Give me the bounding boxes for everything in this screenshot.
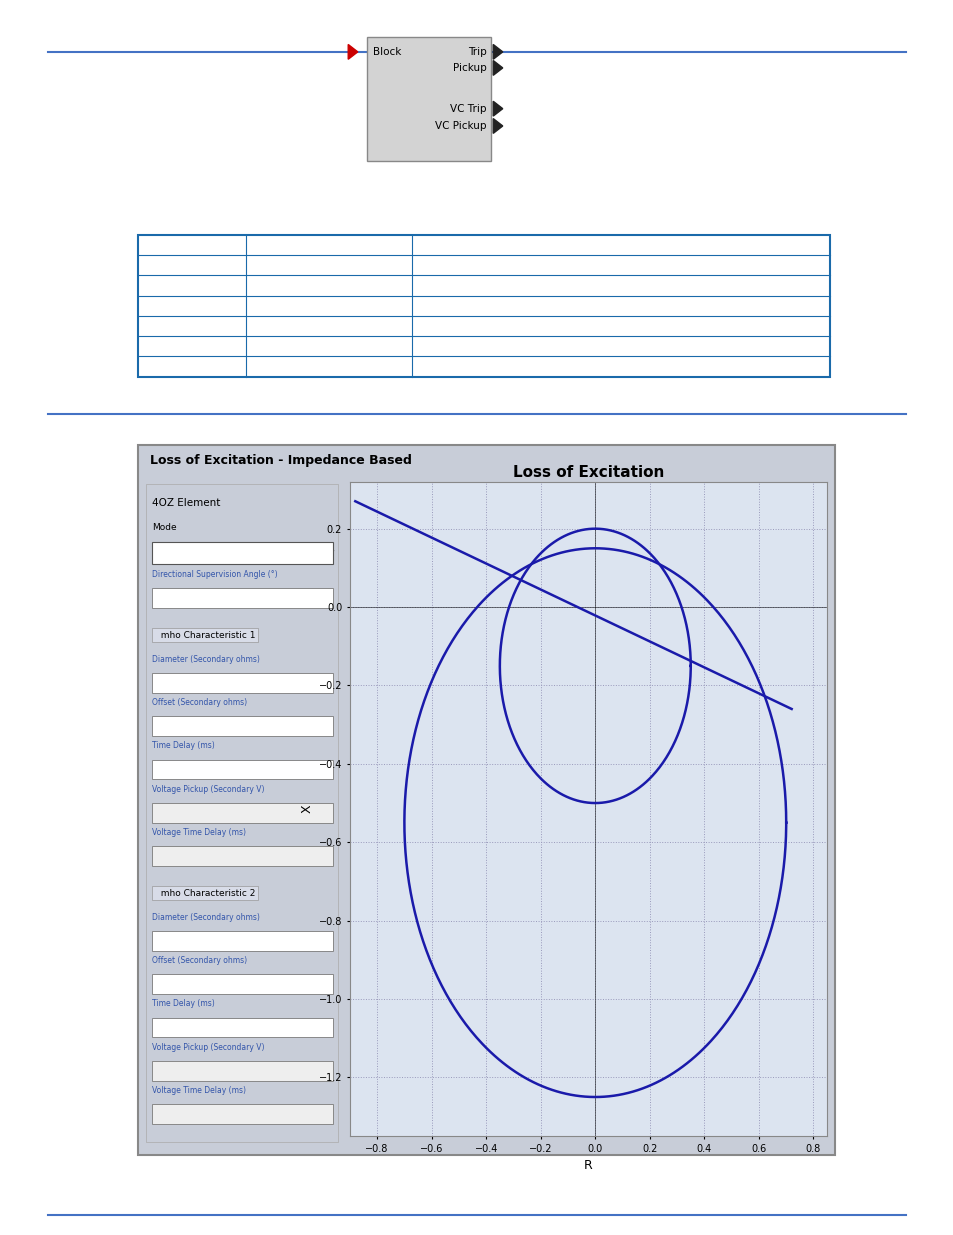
Bar [152,1104,333,1124]
Text: Trip: Trip [467,47,486,57]
Polygon shape [493,119,502,133]
Text: Non Voltage Control: Non Voltage Control [153,548,230,558]
Bar [152,760,333,779]
Text: 0: 0 [154,764,160,774]
Text: VC Pickup: VC Pickup [435,121,486,131]
Text: Directional Supervision Angle (°): Directional Supervision Angle (°) [152,569,277,579]
Text: 0: 0 [154,1109,160,1119]
Bar [152,588,333,608]
Text: mho Characteristic 1: mho Characteristic 1 [154,631,254,640]
X-axis label: R: R [583,1160,592,1172]
Bar [152,846,333,866]
Y-axis label: X: X [300,805,313,813]
Text: -15.0: -15.0 [154,593,175,603]
Text: 1.1: 1.1 [154,979,168,989]
Bar [367,37,491,161]
Text: Loss of Excitation - Impedance Based: Loss of Excitation - Impedance Based [150,454,412,467]
Text: Block: Block [373,47,401,57]
Polygon shape [493,101,502,116]
Text: Offset (Secondary ohms): Offset (Secondary ohms) [152,698,247,708]
Text: VC Trip: VC Trip [450,104,486,114]
Text: Voltage Time Delay (ms): Voltage Time Delay (ms) [152,1086,246,1095]
Text: 1.0: 1.0 [154,678,168,688]
Text: 4OZ Element: 4OZ Element [152,499,220,509]
Bar [146,484,338,1142]
Polygon shape [348,44,357,59]
Text: Voltage Pickup (Secondary V): Voltage Pickup (Secondary V) [152,1042,264,1052]
Text: 0: 0 [154,1023,160,1032]
Bar [152,542,333,564]
Bar [138,235,829,377]
Text: 0: 0 [154,851,160,861]
Text: Voltage Time Delay (ms): Voltage Time Delay (ms) [152,827,246,837]
Title: Loss of Excitation: Loss of Excitation [513,466,663,480]
Text: mho Characteristic 2: mho Characteristic 2 [154,889,254,898]
Text: Voltage Pickup (Secondary V): Voltage Pickup (Secondary V) [152,784,264,794]
Text: 0: 0 [154,1066,160,1076]
Bar [152,1018,333,1037]
Text: ▼: ▼ [329,551,334,556]
Text: Mode: Mode [152,522,176,532]
Bar [152,803,333,823]
Text: Time Delay (ms): Time Delay (ms) [152,741,214,751]
Polygon shape [493,61,502,75]
Text: Time Delay (ms): Time Delay (ms) [152,999,214,1009]
Bar [152,1061,333,1081]
Bar [152,931,333,951]
Bar [152,673,333,693]
Text: 0: 0 [154,808,160,818]
Text: Pickup: Pickup [453,63,486,73]
Text: Diameter (Secondary ohms): Diameter (Secondary ohms) [152,913,259,923]
Bar [138,445,834,1155]
Text: Offset (Secondary ohms): Offset (Secondary ohms) [152,956,247,966]
Bar [152,974,333,994]
Text: 1.4: 1.4 [154,936,168,946]
Polygon shape [493,44,502,59]
Text: Diameter (Secondary ohms): Diameter (Secondary ohms) [152,655,259,664]
Bar [152,716,333,736]
Text: 1.1: 1.1 [154,721,168,731]
